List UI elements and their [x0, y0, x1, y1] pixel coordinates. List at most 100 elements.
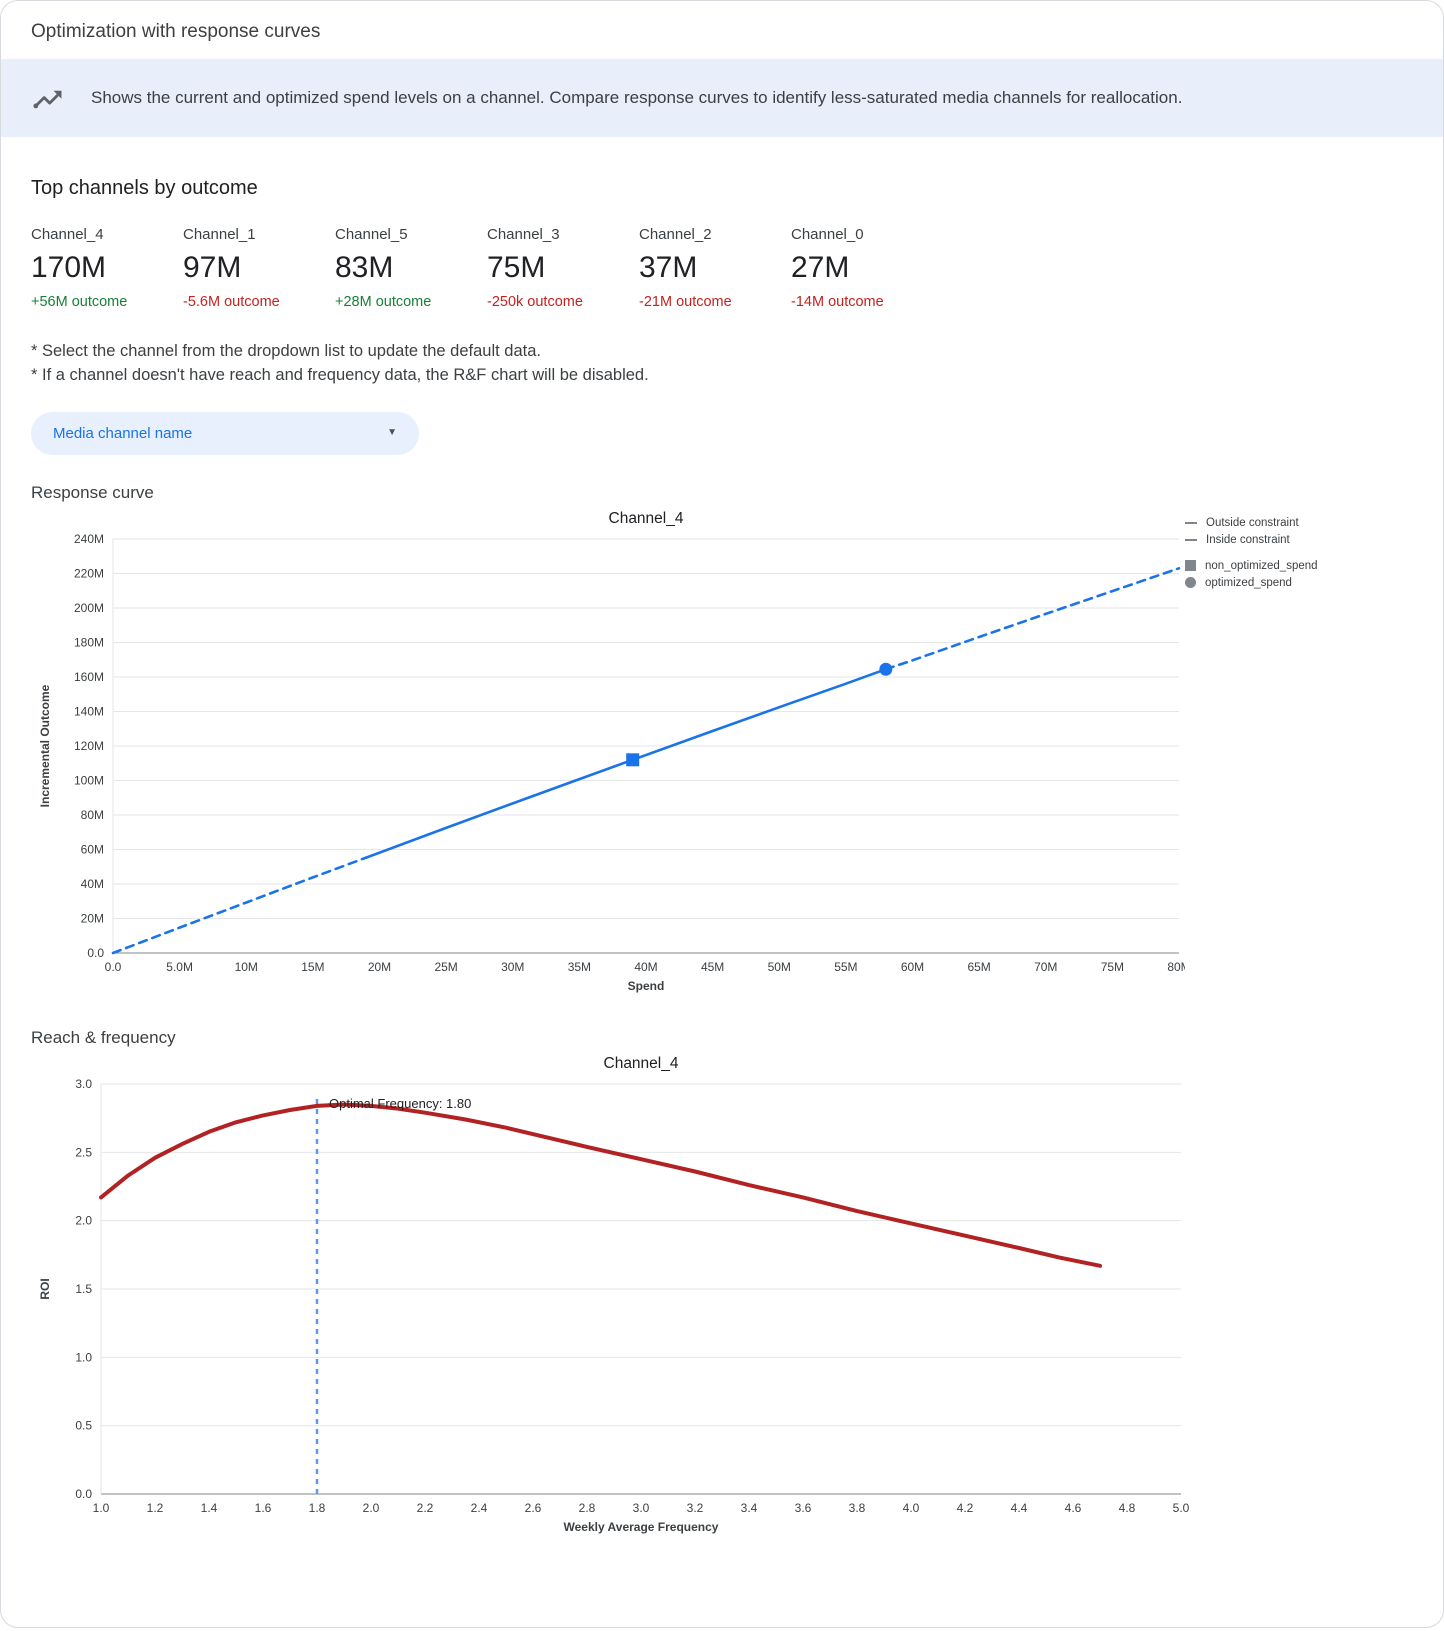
svg-text:Channel_4: Channel_4	[609, 510, 684, 527]
channel-name: Channel_3	[487, 226, 560, 243]
svg-text:70M: 70M	[1034, 960, 1057, 974]
svg-text:240M: 240M	[74, 532, 104, 546]
banner-text: Shows the current and optimized spend le…	[91, 88, 1183, 107]
channel-outcome: -21M outcome	[639, 294, 732, 310]
legend-label: Outside constraint	[1206, 516, 1299, 529]
channel-outcome: -250k outcome	[487, 294, 583, 310]
response-curve-row: Channel_4 0.0 20M 40M 60M 80M 100M 120M 140M 160M…	[31, 503, 1413, 1000]
svg-text:0.0: 0.0	[75, 1487, 92, 1501]
solid-line-icon	[1185, 538, 1197, 541]
svg-text:1.6: 1.6	[255, 1501, 272, 1515]
svg-text:20M: 20M	[368, 960, 391, 974]
channel-outcome: +56M outcome	[31, 294, 128, 310]
channel-card: Channel_0 27M -14M outcome	[791, 226, 943, 310]
reach-frequency-row: Channel_4 0.0 0.5 1.0 1.5 2.0 2.5 3.0 1.0 1.2 1.4 1…	[31, 1048, 1413, 1553]
channel-value: 75M	[487, 251, 546, 284]
svg-text:100M: 100M	[74, 773, 104, 787]
svg-text:3.0: 3.0	[633, 1501, 650, 1515]
svg-text:0.0: 0.0	[105, 960, 122, 974]
svg-text:1.0: 1.0	[93, 1501, 110, 1515]
legend-label: non_optimized_spend	[1205, 559, 1318, 572]
svg-text:5.0M: 5.0M	[166, 960, 193, 974]
svg-text:160M: 160M	[74, 670, 104, 684]
svg-text:3.2: 3.2	[687, 1501, 704, 1515]
svg-text:0.0: 0.0	[87, 946, 104, 960]
svg-text:200M: 200M	[74, 601, 104, 615]
legend-item-square: non_optimized_spend	[1185, 560, 1375, 572]
svg-text:1.0: 1.0	[75, 1350, 92, 1364]
svg-text:4.6: 4.6	[1065, 1501, 1082, 1515]
svg-text:5.0: 5.0	[1173, 1501, 1190, 1515]
channel-value: 37M	[639, 251, 698, 284]
svg-text:40M: 40M	[634, 960, 657, 974]
media-channel-dropdown[interactable]: Media channel name ▼	[31, 411, 419, 455]
svg-text:4.4: 4.4	[1011, 1501, 1028, 1515]
svg-text:2.0: 2.0	[75, 1214, 92, 1228]
svg-text:Incremental Outcome: Incremental Outcome	[38, 684, 52, 807]
channel-card: Channel_3 75M -250k outcome	[487, 226, 639, 310]
legend-label: Inside constraint	[1206, 533, 1290, 546]
reach-frequency-heading: Reach & frequency	[31, 1027, 176, 1047]
circle-icon	[1185, 577, 1196, 589]
legend-item-dashed-line: Outside constraint	[1185, 517, 1375, 529]
svg-text:50M: 50M	[768, 960, 791, 974]
svg-text:140M: 140M	[74, 704, 104, 718]
svg-text:Channel_4: Channel_4	[604, 1055, 679, 1072]
response-curve-chart[interactable]: Channel_4 0.0 20M 40M 60M 80M 100M 120M 140M 160M…	[31, 503, 1191, 1000]
response-curve-legend: Outside constraint Inside constraint non_o…	[1185, 503, 1375, 589]
response-curve-heading: Response curve	[31, 482, 154, 502]
channel-outcome: -14M outcome	[791, 294, 884, 310]
svg-text:30M: 30M	[501, 960, 524, 974]
report-body: Top channels by outcome Channel_4 170M +…	[1, 137, 1443, 1583]
reach-frequency-chart[interactable]: Channel_4 0.0 0.5 1.0 1.5 2.0 2.5 3.0 1.0 1.2 1.4 1…	[31, 1048, 1191, 1553]
channel-name: Channel_4	[31, 226, 104, 243]
svg-text:2.2: 2.2	[417, 1501, 434, 1515]
legend-item-solid-line: Inside constraint	[1185, 534, 1375, 546]
footnote-dropdown: * Select the channel from the dropdown l…	[31, 342, 542, 360]
channel-outcome: +28M outcome	[335, 294, 432, 310]
response_curve-svg: Channel_4 0.0 20M 40M 60M 80M 100M 120M 140M 160M…	[38, 510, 1191, 993]
channel-name: Channel_5	[335, 226, 408, 243]
channel-card: Channel_4 170M +56M outcome	[31, 226, 183, 310]
svg-text:2.0: 2.0	[363, 1501, 380, 1515]
svg-text:2.6: 2.6	[525, 1501, 542, 1515]
svg-text:1.4: 1.4	[201, 1501, 218, 1515]
svg-text:2.5: 2.5	[75, 1145, 92, 1159]
legend-item-circle: optimized_spend	[1185, 577, 1375, 589]
inside-constraint	[364, 667, 888, 859]
svg-text:55M: 55M	[834, 960, 857, 974]
channel-value: 170M	[31, 251, 107, 284]
svg-text:1.5: 1.5	[75, 1282, 92, 1296]
trending-up-icon	[31, 81, 65, 115]
svg-text:Weekly Average Frequency: Weekly Average Frequency	[564, 1520, 719, 1534]
svg-text:2.4: 2.4	[471, 1501, 488, 1515]
page-title: Optimization with response curves	[31, 21, 321, 42]
svg-text:75M: 75M	[1101, 960, 1124, 974]
svg-text:0.5: 0.5	[75, 1419, 92, 1433]
channel-name: Channel_0	[791, 226, 864, 243]
top-channels-heading: Top channels by outcome	[31, 177, 258, 199]
outside-constraint-upper	[884, 566, 1181, 671]
svg-text:220M: 220M	[74, 566, 104, 580]
svg-text:3.8: 3.8	[849, 1501, 866, 1515]
reach_frequency-svg: Channel_4 0.0 0.5 1.0 1.5 2.0 2.5 3.0 1.0 1.2 1.4 1…	[38, 1055, 1190, 1534]
svg-text:3.0: 3.0	[75, 1077, 92, 1091]
channel-card: Channel_1 97M -5.6M outcome	[183, 226, 335, 310]
media-channel-dropdown-label: Media channel name	[53, 424, 193, 442]
svg-text:ROI: ROI	[38, 1278, 52, 1299]
svg-text:40M: 40M	[81, 877, 104, 891]
roi-by-frequency	[99, 1102, 1102, 1268]
svg-text:4.0: 4.0	[903, 1501, 920, 1515]
channel-value: 83M	[335, 251, 394, 284]
info-banner: Shows the current and optimized spend le…	[1, 59, 1443, 137]
svg-text:1.2: 1.2	[147, 1501, 164, 1515]
svg-text:80M: 80M	[1167, 960, 1185, 974]
optimized_spend-marker	[879, 662, 893, 676]
svg-text:180M: 180M	[74, 635, 104, 649]
svg-text:120M: 120M	[74, 739, 104, 753]
legend-label: optimized_spend	[1205, 576, 1292, 589]
svg-text:10M: 10M	[235, 960, 258, 974]
svg-text:2.8: 2.8	[579, 1501, 596, 1515]
svg-text:25M: 25M	[434, 960, 457, 974]
channel-value: 97M	[183, 251, 242, 284]
